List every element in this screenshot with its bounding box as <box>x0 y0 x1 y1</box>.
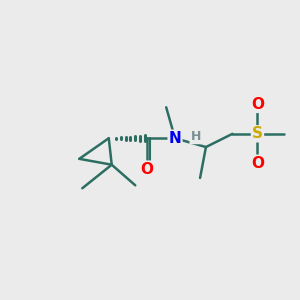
Text: O: O <box>141 162 154 177</box>
Text: H: H <box>190 130 201 143</box>
Text: N: N <box>169 131 182 146</box>
Text: O: O <box>251 156 264 171</box>
Text: O: O <box>251 97 264 112</box>
Text: S: S <box>252 126 263 141</box>
